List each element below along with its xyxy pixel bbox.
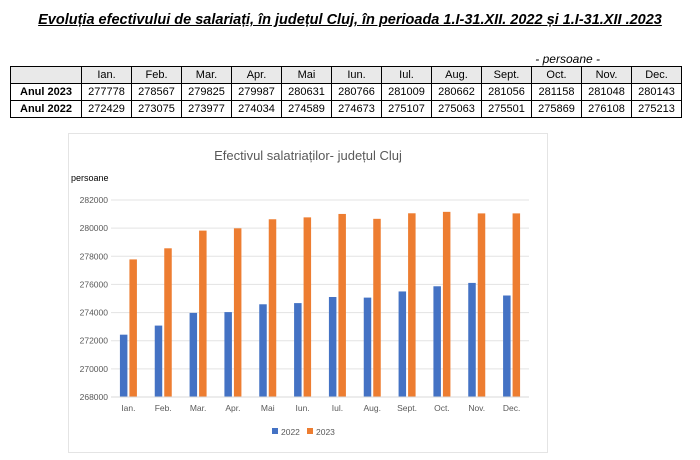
table-cell: 273977 <box>181 100 232 118</box>
table-cell: 279987 <box>231 83 282 101</box>
bar-2023 <box>129 259 137 397</box>
chart: Efectivul salatriaților- județul Cluj per… <box>68 133 548 453</box>
table-cell: 281158 <box>531 83 582 101</box>
header-corner <box>10 66 82 84</box>
header-month: Ian. <box>81 66 132 84</box>
table-cell: 281056 <box>481 83 532 101</box>
bar-2023 <box>233 228 242 397</box>
bar-2022 <box>398 291 407 397</box>
table-cell: 277778 <box>81 83 132 101</box>
table-row: Anul 2022 272429 273075 273977 274034 274589 2… <box>10 100 682 118</box>
header-month: Feb. <box>131 66 182 84</box>
bar-2022 <box>433 286 441 397</box>
legend-label: 2023 <box>316 427 335 437</box>
header-month: Nov. <box>581 66 632 84</box>
page-title: Evoluția efectivului de salariați, în ju… <box>38 12 662 28</box>
chart-title: Efectivul salatriaților- județul Cluj <box>214 148 402 163</box>
table-cell: 274034 <box>231 100 282 118</box>
x-tick-label: Ian. <box>121 403 135 413</box>
x-tick-label: Feb. <box>155 403 172 413</box>
row-label: Anul 2022 <box>10 100 82 118</box>
legend-label: 2022 <box>281 427 300 437</box>
table-cell: 276108 <box>581 100 632 118</box>
y-tick-label: 282000 <box>80 195 109 205</box>
table-cell: 278567 <box>131 83 182 101</box>
bar-2022 <box>328 296 337 397</box>
y-tick-label: 270000 <box>80 364 109 374</box>
bar-2023 <box>408 213 416 397</box>
header-month: Oct. <box>531 66 582 84</box>
bar-2022 <box>503 295 511 397</box>
table-row: Anul 2023 277778 278567 279825 279987 280631 2… <box>10 83 682 101</box>
header-month: Apr. <box>231 66 282 84</box>
y-tick-label: 272000 <box>80 336 109 346</box>
table-header-row: Ian. Feb. Mar. Apr. Mai Iun. Iul. Aug. Sept. Oct.… <box>10 66 682 84</box>
bar-2023 <box>477 213 486 397</box>
bar-2023 <box>442 211 451 397</box>
x-tick-label: Iun. <box>295 403 309 413</box>
bar-2022 <box>468 282 476 397</box>
bar-2023 <box>512 213 521 397</box>
table-cell: 280631 <box>281 83 332 101</box>
header-month: Mai <box>281 66 332 84</box>
table-cell: 275501 <box>481 100 532 118</box>
x-tick-label: Mai <box>261 403 275 413</box>
x-tick-label: Sept. <box>397 403 417 413</box>
table-cell: 273075 <box>131 100 182 118</box>
header-month: Mar. <box>181 66 232 84</box>
x-tick-label: Iul. <box>332 403 343 413</box>
header-month: Aug. <box>431 66 482 84</box>
legend-swatch-2023 <box>307 428 313 434</box>
table-cell: 274673 <box>331 100 382 118</box>
header-month: Iul. <box>381 66 432 84</box>
x-tick-label: Apr. <box>225 403 240 413</box>
table-cell: 275213 <box>631 100 682 118</box>
x-tick-label: Dec. <box>503 403 520 413</box>
table-cell: 275063 <box>431 100 482 118</box>
table-cell: 279825 <box>181 83 232 101</box>
bar-2023 <box>199 230 207 397</box>
header-month: Sept. <box>481 66 532 84</box>
data-table: Ian. Feb. Mar. Apr. Mai Iun. Iul. Aug. Sept. Oct.… <box>10 66 682 118</box>
bar-2022 <box>224 312 232 397</box>
bar-2023 <box>164 248 172 397</box>
bar-2022 <box>119 334 128 397</box>
bar-2022 <box>363 297 372 397</box>
x-tick-label: Oct. <box>434 403 450 413</box>
y-tick-label: 278000 <box>80 251 109 261</box>
y-tick-label: 280000 <box>80 223 109 233</box>
legend-swatch-2022 <box>272 428 278 434</box>
chart-svg: Efectivul salatriaților- județul Cluj per… <box>71 148 529 437</box>
table-cell: 281048 <box>581 83 632 101</box>
bar-2023 <box>303 217 312 397</box>
table-cell: 275107 <box>381 100 432 118</box>
y-tick-label: 268000 <box>80 392 109 402</box>
unit-label: - persoane - <box>535 52 600 66</box>
table-cell: 280766 <box>331 83 382 101</box>
bar-2022 <box>189 312 198 397</box>
x-tick-label: Aug. <box>364 403 382 413</box>
row-label: Anul 2023 <box>10 83 82 101</box>
y-tick-label: 274000 <box>80 308 109 318</box>
table-cell: 280662 <box>431 83 482 101</box>
y-tick-label: 276000 <box>80 279 109 289</box>
bar-2023 <box>268 219 277 397</box>
table-cell: 281009 <box>381 83 432 101</box>
x-tick-label: Mar. <box>190 403 207 413</box>
bar-2022 <box>294 303 302 397</box>
y-axis-label: persoane <box>71 173 109 183</box>
table-cell: 280143 <box>631 83 682 101</box>
bar-2023 <box>373 218 381 397</box>
bar-2022 <box>259 304 267 397</box>
table-cell: 272429 <box>81 100 132 118</box>
bar-2023 <box>338 213 346 397</box>
header-month: Iun. <box>331 66 382 84</box>
header-month: Dec. <box>631 66 682 84</box>
x-tick-label: Nov. <box>468 403 485 413</box>
table-cell: 274589 <box>281 100 332 118</box>
bar-2022 <box>154 325 163 397</box>
table-cell: 275869 <box>531 100 582 118</box>
